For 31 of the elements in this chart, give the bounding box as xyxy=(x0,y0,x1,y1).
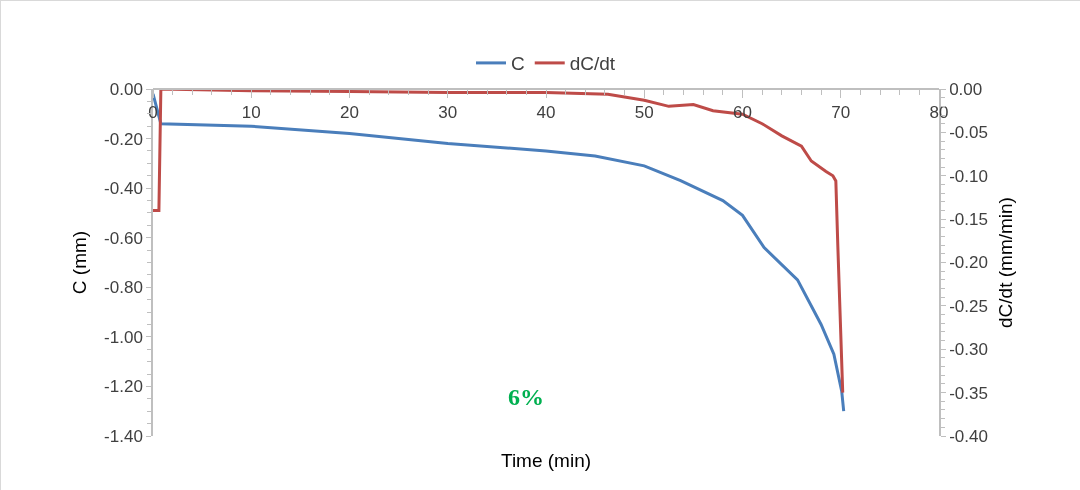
x-tick-label: 20 xyxy=(340,103,359,123)
y2-tick-label: -0.35 xyxy=(949,383,988,403)
y-tick-label: -0.20 xyxy=(104,129,143,149)
x-tick-label: 10 xyxy=(241,103,261,123)
y-axis-title: C (mm) xyxy=(69,230,91,295)
y2-tick-label: 0.00 xyxy=(949,79,983,99)
y-tick-label: 0.00 xyxy=(109,79,143,99)
y2-tick-label: -0.25 xyxy=(949,296,988,316)
y2-tick-label: -0.15 xyxy=(949,210,988,230)
y-tick-label: -0.40 xyxy=(104,179,143,199)
y2-tick-label: -0.10 xyxy=(949,166,988,186)
y2-tick-label: -0.05 xyxy=(949,123,988,143)
y2-tick-label: -0.40 xyxy=(949,426,988,446)
y-tick-label: -1.20 xyxy=(104,377,143,397)
legend-label: dC/dt xyxy=(569,53,616,75)
y-tick-label: -1.40 xyxy=(104,426,143,446)
x-tick-label: 30 xyxy=(438,103,458,123)
y2-tick-label: -0.20 xyxy=(949,253,988,273)
x-tick-label: 40 xyxy=(536,103,556,123)
x-tick-label: 70 xyxy=(831,103,851,123)
x-axis-title: Time (min) xyxy=(501,450,592,471)
x-tick-label: 50 xyxy=(634,103,654,123)
legend-label: C xyxy=(511,53,525,75)
y-tick-label: -0.60 xyxy=(104,228,143,248)
annotation: 6% xyxy=(508,384,544,410)
x-tick-label: 80 xyxy=(929,103,949,123)
y2-axis-title: dC/dt (mm/min) xyxy=(995,197,1017,328)
y-tick-label: -0.80 xyxy=(104,278,143,298)
y-tick-label: -1.00 xyxy=(104,327,143,347)
y2-tick-label: -0.30 xyxy=(949,340,988,360)
x-tick-label: 0 xyxy=(148,103,158,123)
